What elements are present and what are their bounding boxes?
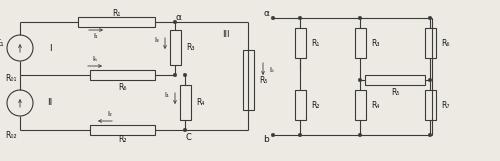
Text: I₂: I₂ (108, 111, 112, 117)
Circle shape (7, 90, 33, 116)
Text: R₇: R₇ (441, 100, 450, 109)
Circle shape (271, 16, 275, 20)
Text: I₃: I₃ (154, 37, 159, 43)
Circle shape (173, 73, 177, 77)
Text: R₀₂: R₀₂ (6, 131, 17, 139)
Text: b: b (263, 136, 269, 145)
Bar (355, 28, 366, 58)
Bar (425, 90, 436, 120)
Text: R₄: R₄ (196, 98, 204, 107)
Text: R₁: R₁ (311, 38, 320, 47)
Text: III: III (222, 29, 230, 38)
Text: α: α (176, 13, 182, 22)
Circle shape (183, 128, 187, 132)
Text: I: I (48, 44, 51, 53)
Text: R₂: R₂ (311, 100, 320, 109)
Bar (78, 17, 155, 27)
Bar (90, 125, 155, 135)
Text: I₅: I₅ (269, 67, 274, 73)
Circle shape (7, 35, 33, 61)
Text: E₁: E₁ (0, 38, 4, 47)
Text: II: II (48, 98, 52, 107)
Bar (170, 30, 181, 65)
Text: R₃: R₃ (371, 38, 380, 47)
Text: I₆: I₆ (92, 56, 98, 62)
Circle shape (271, 133, 275, 137)
Circle shape (428, 16, 432, 20)
Circle shape (428, 133, 432, 137)
Bar (355, 90, 366, 120)
Text: R₀₁: R₀₁ (6, 74, 17, 82)
Circle shape (428, 78, 432, 82)
Text: R₃: R₃ (186, 43, 194, 52)
Text: R₆: R₆ (118, 82, 127, 91)
Bar (295, 90, 306, 120)
Bar (365, 75, 425, 85)
Text: R₁: R₁ (112, 9, 120, 18)
Text: R₅: R₅ (259, 76, 268, 85)
Bar (243, 50, 254, 110)
Circle shape (358, 133, 362, 137)
Text: I₁: I₁ (94, 33, 98, 39)
Text: C: C (185, 133, 191, 142)
Text: R₄: R₄ (371, 100, 380, 109)
Circle shape (183, 73, 187, 77)
Circle shape (173, 20, 177, 24)
Bar (90, 70, 155, 80)
Text: R₆: R₆ (441, 38, 450, 47)
Bar (425, 28, 436, 58)
Text: α: α (263, 9, 269, 18)
Text: R₂: R₂ (118, 136, 127, 145)
Text: R₅: R₅ (391, 87, 399, 96)
Circle shape (358, 16, 362, 20)
Bar (295, 28, 306, 58)
Circle shape (298, 133, 302, 137)
Text: I₄: I₄ (164, 92, 169, 98)
Circle shape (358, 78, 362, 82)
Circle shape (298, 16, 302, 20)
Bar (180, 85, 191, 120)
